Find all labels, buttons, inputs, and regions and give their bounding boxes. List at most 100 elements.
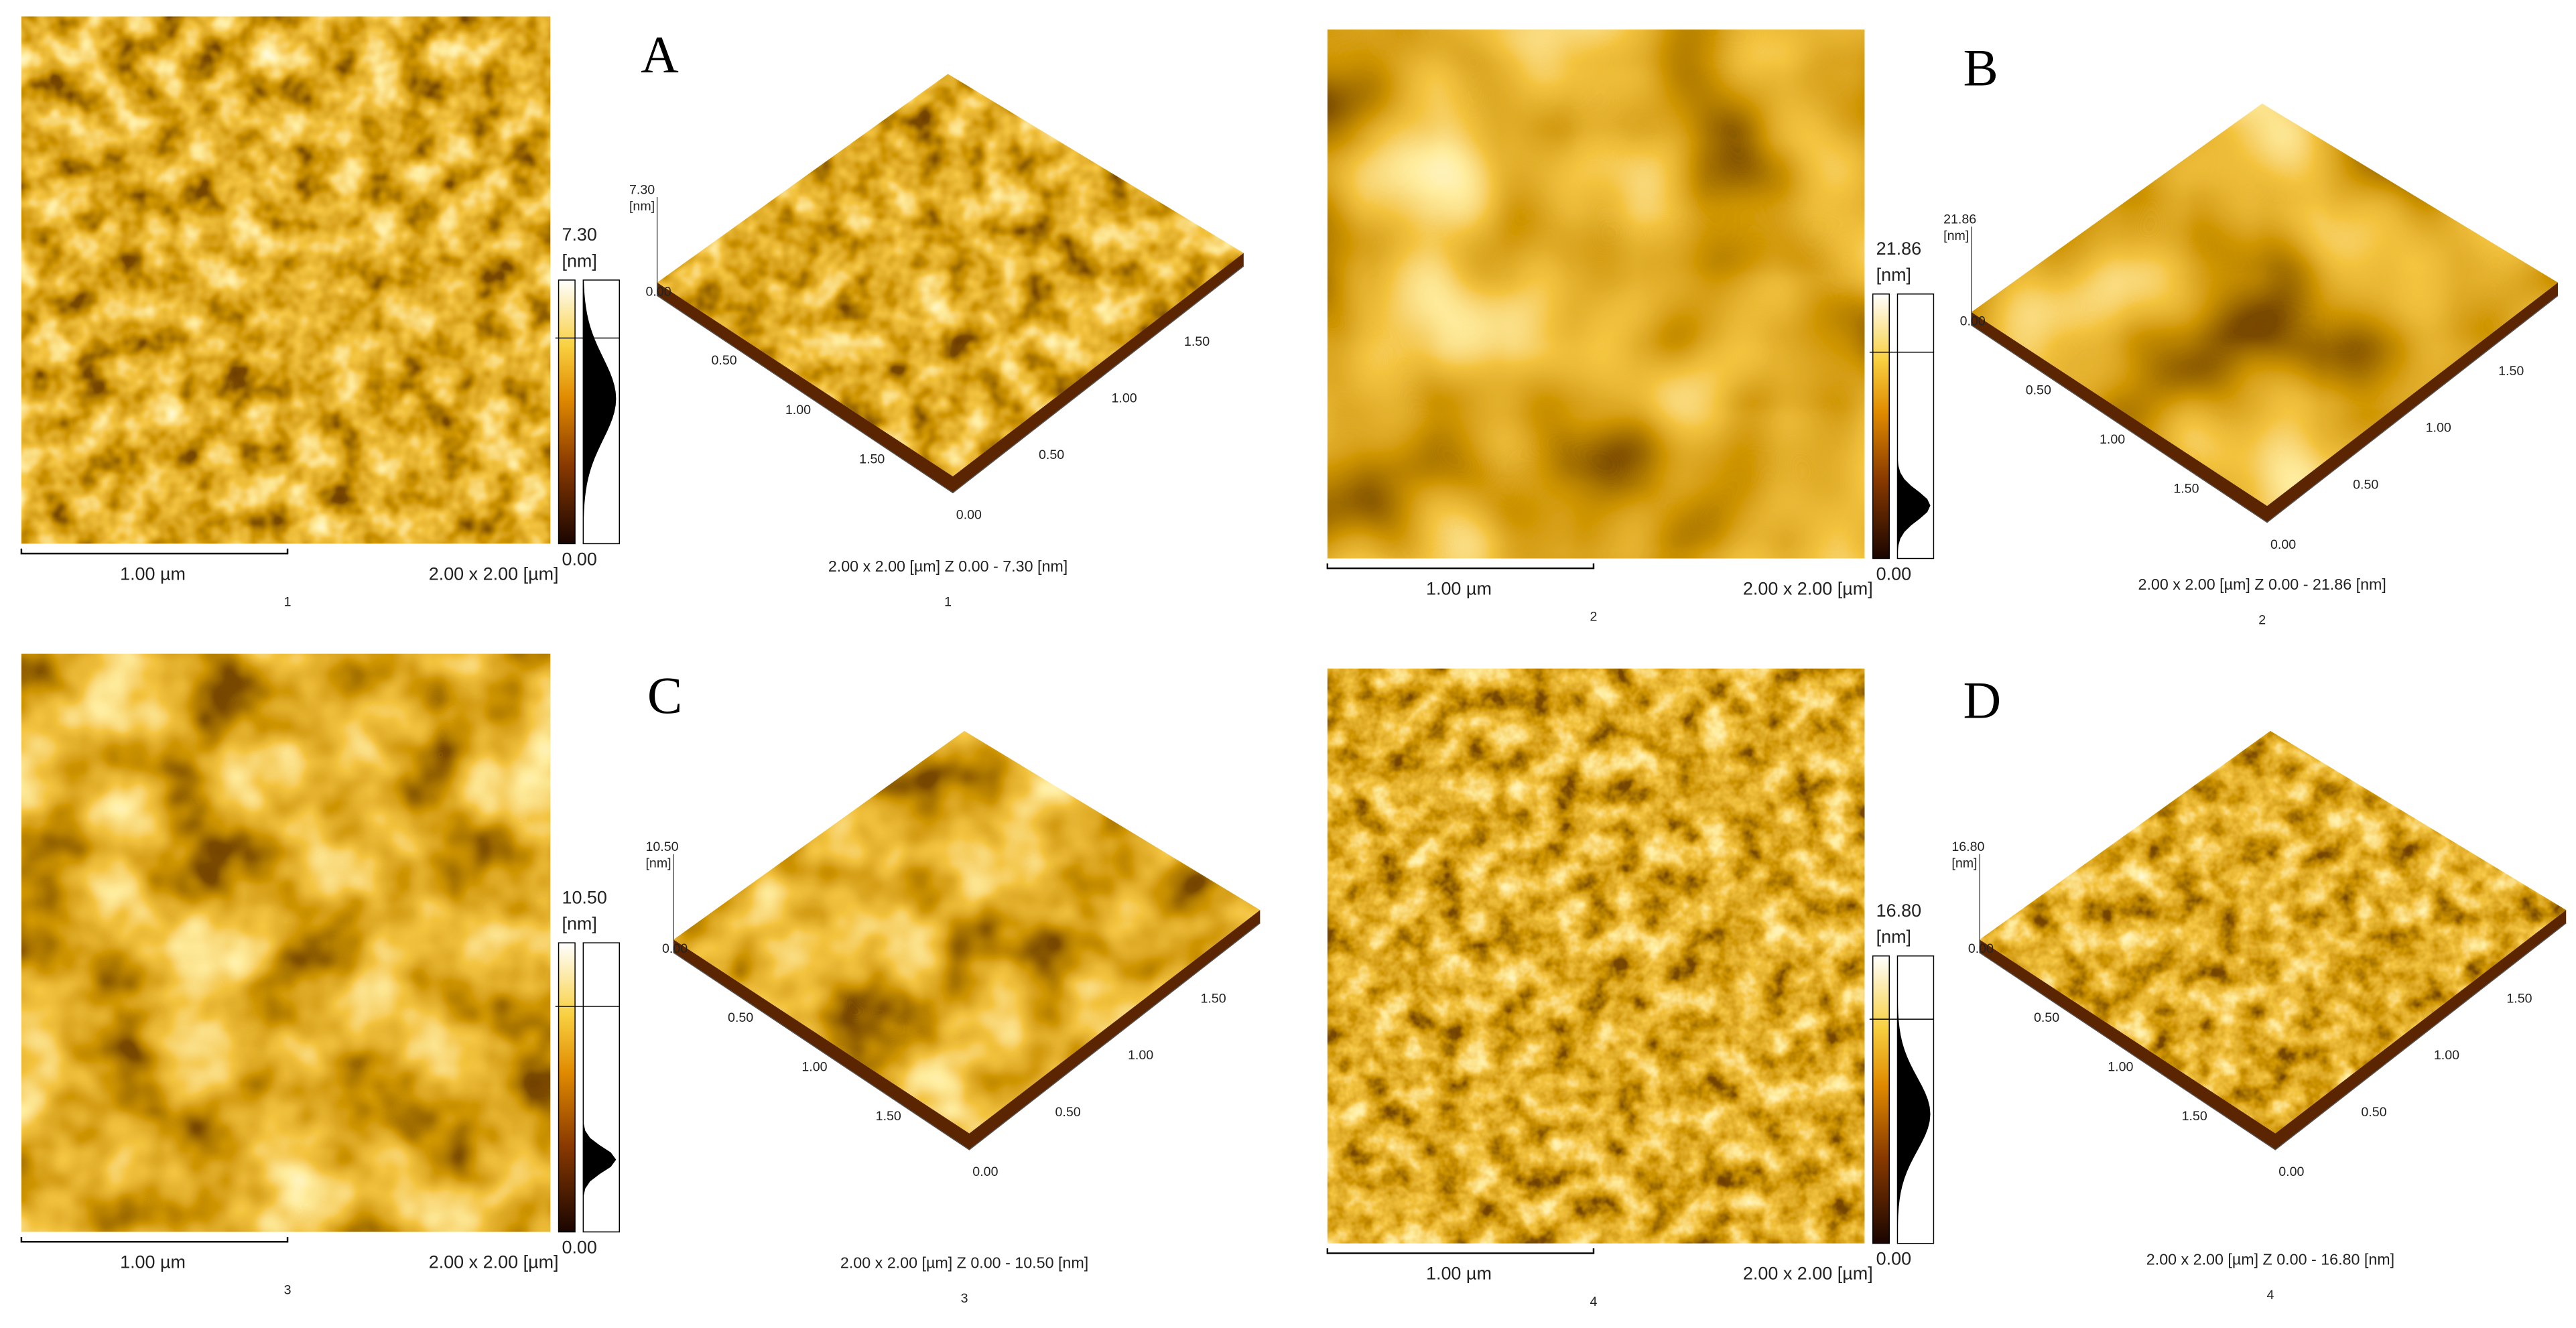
axis-tick-label: 1.00 <box>801 1059 827 1074</box>
axis-tick-label: 1.50 <box>1200 992 1226 1006</box>
z-unit: [nm] <box>1951 856 1977 870</box>
image-index: 2 <box>1590 610 1598 624</box>
surface-caption: 2.00 x 2.00 [µm] Z 0.00 - 16.80 [nm] <box>2146 1251 2394 1268</box>
afm-panel: A 7.30 [nm] 0.00 1.00 µm 2.00 x 2.00 [µm] 1 7.3… <box>20 16 1244 610</box>
surface-side <box>1980 910 2567 1150</box>
image-size: 2.00 x 2.00 [µm] <box>1743 1264 1873 1284</box>
scale-bar <box>1326 1248 1595 1254</box>
axis-corner-label: 0.00 <box>956 508 982 523</box>
colorbar-min: 0.00 <box>562 1237 596 1257</box>
colorbar-min: 0.00 <box>562 549 596 569</box>
panel-letter: A <box>641 25 679 84</box>
surface-axes <box>1971 226 2559 523</box>
z-unit: [nm] <box>1943 228 1969 243</box>
surface-3d <box>673 730 1261 1134</box>
z-min: 0.00 <box>1968 941 1994 956</box>
axis-tick-label: 1.50 <box>876 1109 901 1124</box>
color-scale <box>558 279 576 545</box>
histogram <box>583 279 617 544</box>
axis-tick-label: 1.00 <box>1111 391 1137 406</box>
surface-index: 2 <box>2258 613 2266 628</box>
axis-tick-label: 0.50 <box>2026 383 2051 397</box>
axis-tick-label: 0.50 <box>2361 1105 2386 1120</box>
surface-side <box>673 910 1261 1150</box>
surface-3d <box>1980 730 2567 1134</box>
scale-bar <box>20 548 289 555</box>
surface-caption: 2.00 x 2.00 [µm] Z 0.00 - 7.30 [nm] <box>828 557 1068 575</box>
scale-bar-label: 1.00 µm <box>120 1252 186 1272</box>
colorbar-min: 0.00 <box>1876 563 1911 584</box>
height-image <box>21 16 551 544</box>
axis-corner-label: 0.00 <box>2270 537 2296 552</box>
color-scale <box>558 942 576 1233</box>
surface-index: 4 <box>2267 1288 2274 1303</box>
axis-tick-label: 1.50 <box>2498 364 2524 379</box>
z-max: 7.30 <box>629 182 655 197</box>
colorbar-unit: [nm] <box>562 251 596 271</box>
scale-bar <box>20 1236 289 1243</box>
afm-panel: B21.86[nm]0.001.00 µm 2.00 x 2.00 [µm]221… <box>1326 29 2559 628</box>
image-index: 3 <box>284 1283 292 1298</box>
histogram <box>1897 955 1931 1244</box>
surface-axes <box>673 854 1261 1150</box>
surface-caption: 2.00 x 2.00 [µm] Z 0.00 - 21.86 [nm] <box>2138 576 2386 593</box>
colorbar-max: 16.80 <box>1876 901 1921 921</box>
z-min: 0.00 <box>662 941 688 956</box>
colorbar-max: 7.30 <box>562 224 596 245</box>
axis-tick-label: 1.50 <box>2182 1109 2207 1124</box>
surface-side <box>1971 282 2558 523</box>
axis-corner-label: 0.00 <box>2278 1165 2304 1179</box>
colorbar-max: 21.86 <box>1876 239 1921 259</box>
scale-bar <box>1326 563 1595 570</box>
colorbar-unit: [nm] <box>562 914 596 934</box>
z-max: 10.50 <box>645 840 678 854</box>
image-size: 2.00 x 2.00 [µm] <box>429 1252 559 1272</box>
height-image <box>1327 29 1865 559</box>
axis-tick-label: 0.50 <box>1055 1105 1081 1120</box>
axis-tick-label: 1.00 <box>2434 1048 2459 1063</box>
axis-tick-label: 1.50 <box>859 452 885 466</box>
z-min: 0.00 <box>1960 314 1986 328</box>
scale-bar-label: 1.00 µm <box>120 563 186 584</box>
color-scale <box>1872 955 1890 1244</box>
axis-tick-label: 0.50 <box>1039 448 1064 462</box>
z-max: 21.86 <box>1943 212 1976 226</box>
afm-panel: D 16.80 [nm] 0.00 1.00 µm 2.00 x 2.00 [µm] 4 16… <box>1326 668 2567 1309</box>
surface-index: 3 <box>961 1291 968 1306</box>
axis-tick-label: 1.50 <box>2506 992 2532 1006</box>
panel-letter: B <box>1963 38 1998 96</box>
height-image <box>21 653 551 1232</box>
axis-tick-label: 0.50 <box>728 1010 753 1025</box>
colorbar-unit: [nm] <box>1876 927 1911 947</box>
image-size: 2.00 x 2.00 [µm] <box>429 563 559 584</box>
axis-tick-label: 0.50 <box>2034 1010 2059 1025</box>
height-image <box>1327 668 1865 1244</box>
scale-bar-label: 1.00 µm <box>1426 1264 1492 1284</box>
colorbar-min: 0.00 <box>1876 1249 1911 1269</box>
surface-3d <box>657 74 1244 476</box>
surface-caption: 2.00 x 2.00 [µm] Z 0.00 - 10.50 [nm] <box>840 1254 1088 1272</box>
surface-index: 1 <box>944 595 952 610</box>
z-max: 16.80 <box>1951 840 1984 854</box>
panel-letter: D <box>1963 671 2002 729</box>
colorbar-max: 10.50 <box>562 887 606 907</box>
histogram <box>1897 293 1931 559</box>
axis-corner-label: 0.00 <box>972 1165 998 1179</box>
axis-tick-label: 1.50 <box>2173 481 2199 496</box>
scale-bar-label: 1.00 µm <box>1426 578 1492 598</box>
afm-panel: C 10.50 [nm] 0.00 1.00 µm 2.00 x 2.00 [µm] 3 10… <box>20 653 1261 1306</box>
z-unit: [nm] <box>629 199 655 214</box>
axis-tick-label: 0.50 <box>712 353 737 368</box>
axis-tick-label: 1.00 <box>2108 1059 2133 1074</box>
axis-tick-label: 1.00 <box>1128 1048 1153 1063</box>
colorbar-unit: [nm] <box>1876 265 1911 285</box>
histogram <box>583 943 617 1232</box>
z-min: 0.00 <box>645 284 671 299</box>
axis-tick-label: 1.00 <box>2100 432 2125 447</box>
histogram-box <box>582 942 620 1233</box>
color-scale <box>1872 293 1890 559</box>
axis-tick-label: 1.50 <box>1184 334 1210 349</box>
axis-tick-label: 1.00 <box>2426 421 2451 436</box>
